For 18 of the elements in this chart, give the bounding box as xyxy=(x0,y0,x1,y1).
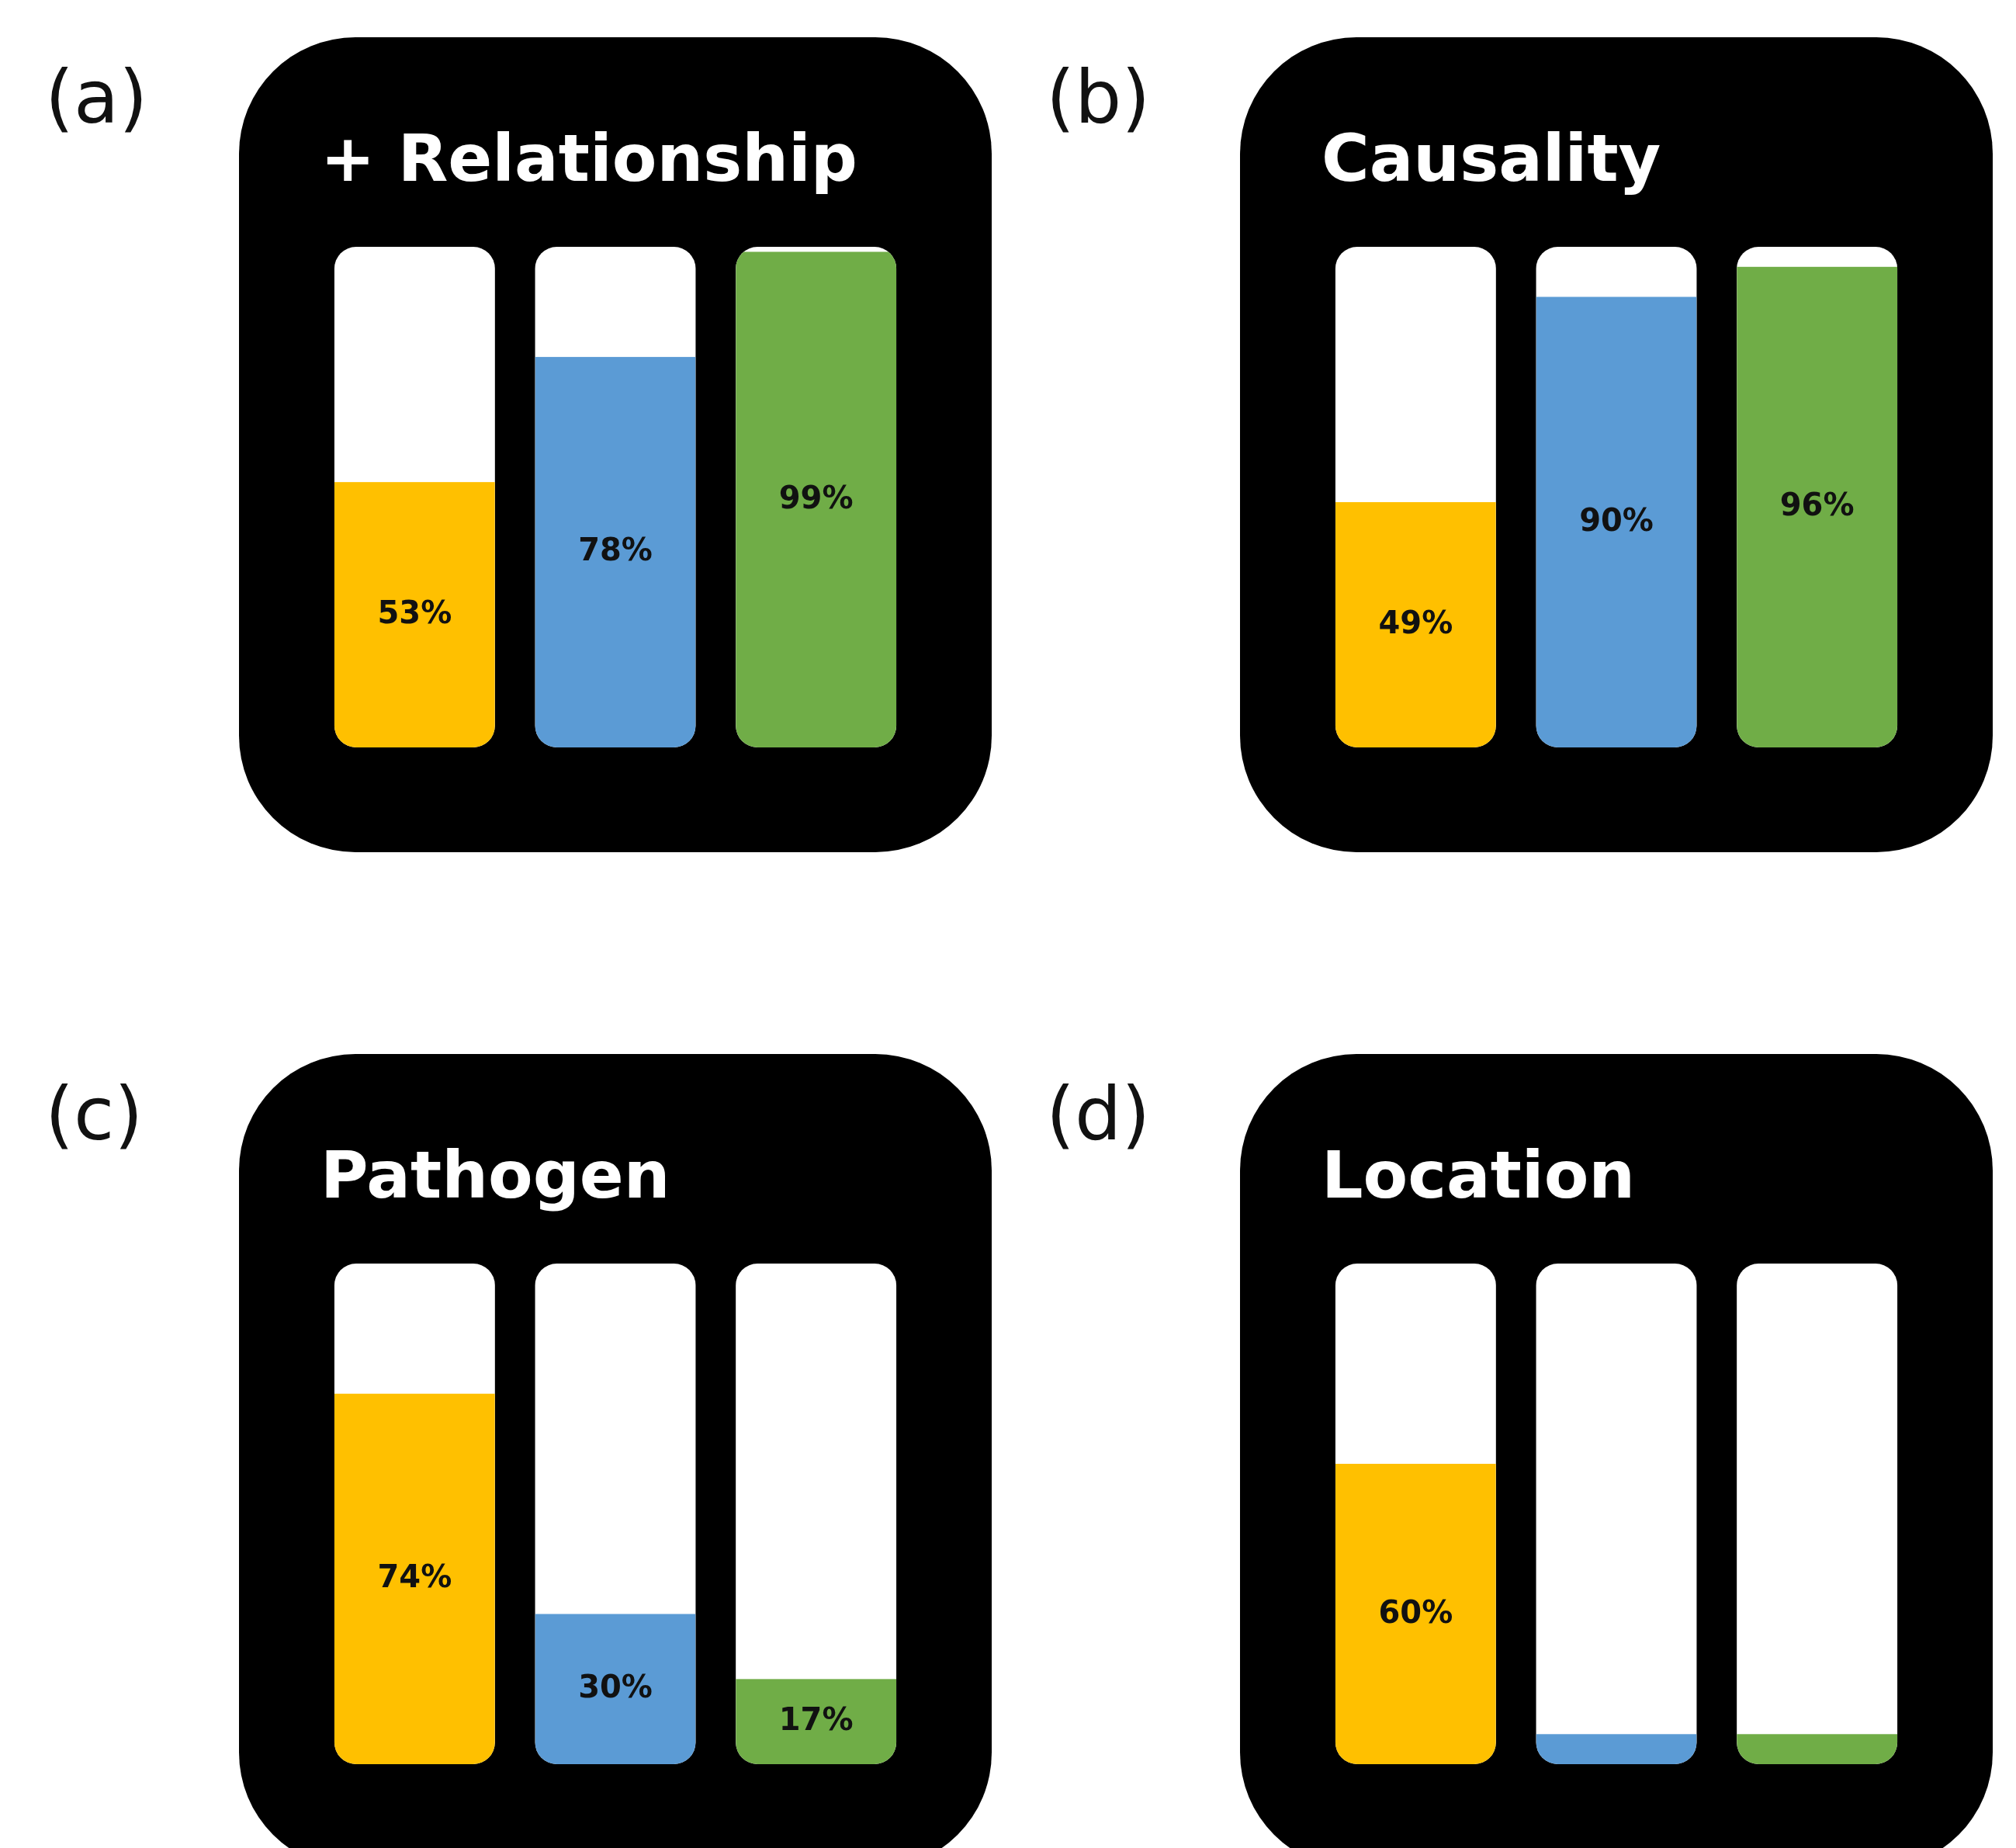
chart-title: Location xyxy=(1321,1137,1636,1213)
text: (c) xyxy=(45,1071,144,1156)
chart-title: Pathogen xyxy=(320,1137,670,1213)
data-label: 49% xyxy=(1378,604,1453,640)
text: (a) xyxy=(45,54,148,140)
data-label: 96% xyxy=(1779,487,1855,523)
chart-title: + Relationship xyxy=(320,120,857,196)
text: (d) xyxy=(1046,1071,1151,1156)
data-label: 53% xyxy=(377,595,452,631)
data-label: 78% xyxy=(578,532,653,568)
chart-title: Causality xyxy=(1321,120,1661,196)
data-label: 60% xyxy=(1378,1593,1453,1630)
data-label: 74% xyxy=(377,1558,452,1595)
data-label: 90% xyxy=(1579,501,1654,538)
data-label: 99% xyxy=(778,479,854,515)
data-label: 30% xyxy=(578,1669,653,1705)
text: (b) xyxy=(1046,54,1151,140)
data-label: 17% xyxy=(778,1701,854,1738)
